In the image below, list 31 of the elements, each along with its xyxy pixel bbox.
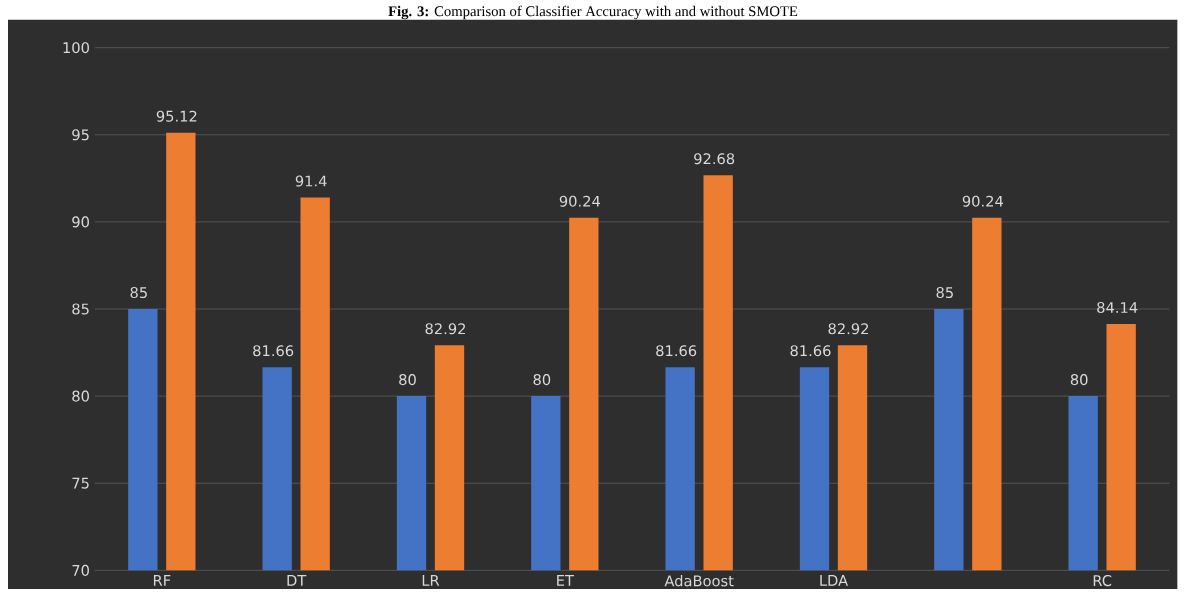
data-label: 85 xyxy=(936,286,953,299)
y-tick-label: 70 xyxy=(72,564,89,576)
data-label: 95.12 xyxy=(156,110,197,122)
data-label: 92.68 xyxy=(694,153,735,165)
x-tick-label: ET xyxy=(557,575,574,586)
x-tick-label: RC xyxy=(1093,575,1112,587)
data-label: 85 xyxy=(130,286,147,299)
data-label: 81.66 xyxy=(656,345,697,357)
data-label: 90.24 xyxy=(559,195,600,207)
data-label: 84.14 xyxy=(1097,301,1138,314)
y-tick-label: 90 xyxy=(72,216,89,228)
y-tick-label: 75 xyxy=(72,477,89,489)
x-tick-label: LDA xyxy=(820,575,849,586)
data-label: 81.66 xyxy=(253,345,294,357)
x-tick-label: RF xyxy=(153,575,171,586)
data-label: 82.92 xyxy=(828,323,869,335)
y-tick-label: 100 xyxy=(63,42,89,54)
x-tick-label: LR xyxy=(422,575,440,586)
data-label: 90.24 xyxy=(962,195,1003,207)
data-label: 91.4 xyxy=(295,175,327,187)
data-label: 80 xyxy=(399,374,416,386)
data-label: 82.92 xyxy=(425,323,466,335)
data-label: 80 xyxy=(1070,374,1088,386)
data-label: 81.66 xyxy=(790,345,831,357)
y-tick-label: 95 xyxy=(72,129,89,141)
y-tick-label: 80 xyxy=(72,390,89,402)
data-label: 80 xyxy=(533,374,551,386)
x-tick-label: AdaBoost xyxy=(664,575,734,587)
x-tick-label: DT xyxy=(287,575,307,586)
chart-title: Fig. 3: Comparison of Classifier Accuracy with and without SMOTE xyxy=(388,5,798,20)
y-tick-label: 85 xyxy=(72,303,89,315)
